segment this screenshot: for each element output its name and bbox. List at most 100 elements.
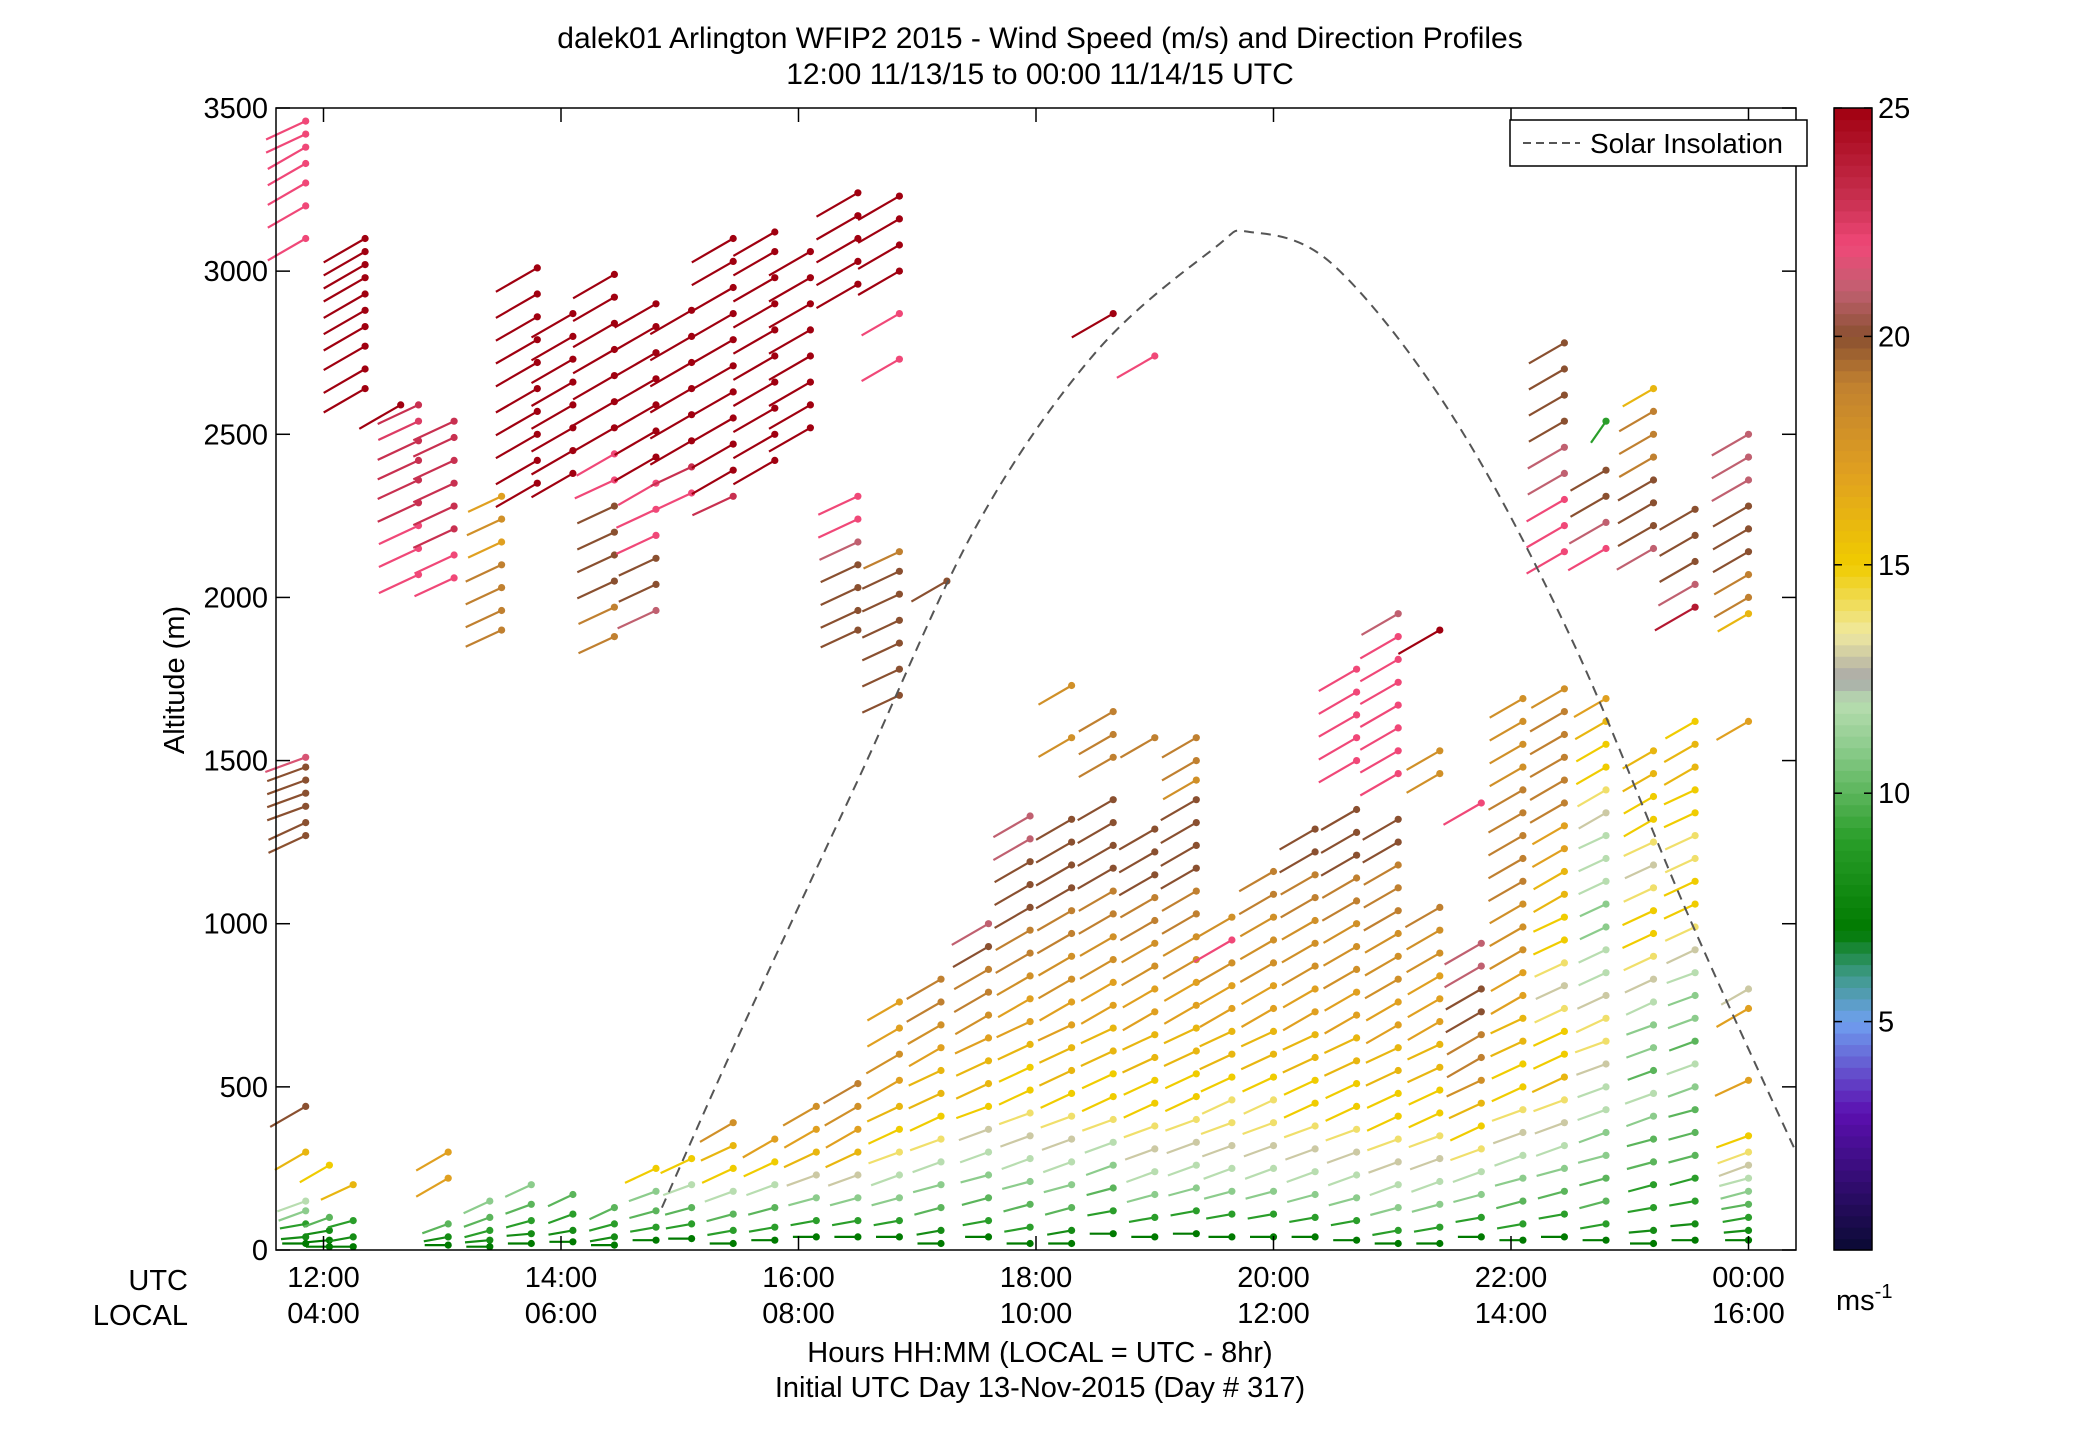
- wind-barb-line: [953, 968, 990, 991]
- wind-barb-dot: [1311, 916, 1319, 925]
- wind-barb-line: [1534, 1121, 1565, 1135]
- wind-barb-dot: [771, 300, 779, 308]
- wind-barb-line: [589, 1235, 615, 1243]
- wind-barb-dot: [1109, 708, 1117, 716]
- wind-barb-line: [1282, 1010, 1316, 1032]
- colorbar-band: [1834, 359, 1872, 372]
- wind-barb-line: [1321, 899, 1358, 922]
- wind-barb-line: [1281, 965, 1316, 987]
- wind-barb-line: [1078, 756, 1114, 779]
- wind-barb-dot: [729, 362, 737, 370]
- wind-barb-line: [1576, 788, 1607, 808]
- colorbar-band: [1834, 701, 1872, 714]
- wind-barb-line: [1165, 1118, 1197, 1132]
- colorbar-band: [1834, 599, 1872, 612]
- wind-barb-dot: [771, 1204, 779, 1212]
- wind-barb-line: [1318, 668, 1358, 693]
- wind-barb-dot: [610, 502, 619, 510]
- wind-barb-dot: [1192, 757, 1200, 765]
- wind-barb-dot: [1519, 1197, 1527, 1205]
- wind-barb-line: [465, 586, 503, 606]
- wind-barb-dot: [937, 1158, 945, 1166]
- wind-barb-line: [1618, 433, 1655, 456]
- wind-barb-dot: [1649, 1158, 1658, 1166]
- wind-barb-line: [1320, 831, 1358, 854]
- colorbar-band: [1834, 644, 1872, 657]
- wind-barb-line: [1489, 743, 1524, 765]
- wind-barb-line: [328, 1235, 354, 1243]
- wind-barb-line: [1668, 1108, 1696, 1118]
- colorbar-band: [1834, 519, 1872, 532]
- wind-barb-dot: [688, 1181, 696, 1189]
- wind-barb-dot: [1269, 1164, 1278, 1172]
- wind-barb-dot: [1192, 1001, 1200, 1009]
- wind-barb-dot: [1519, 1174, 1527, 1182]
- wind-barb-line: [589, 1206, 615, 1221]
- wind-barb-line: [1359, 658, 1399, 683]
- wind-barb-dot: [527, 1239, 535, 1248]
- wind-barb-line: [1490, 1040, 1524, 1058]
- wind-barb-dot: [1477, 1099, 1485, 1107]
- wind-barb-dot: [1436, 1132, 1444, 1140]
- wind-barb-dot: [498, 584, 506, 592]
- wind-barb-line: [1573, 697, 1607, 719]
- wind-barb-line: [732, 433, 776, 460]
- wind-barb-line: [1206, 1213, 1233, 1220]
- wind-barb-dot: [854, 234, 862, 243]
- wind-barb-dot: [1744, 502, 1753, 510]
- colorbar-band: [1834, 507, 1872, 520]
- wind-barb-dot: [361, 342, 369, 350]
- wind-barb-dot: [1436, 949, 1444, 957]
- wind-barb-dot: [1026, 1040, 1034, 1048]
- wind-barb-dot: [1519, 877, 1527, 885]
- wind-barb-dot: [1602, 466, 1610, 474]
- wind-barb-line: [868, 1151, 900, 1165]
- colorbar-band: [1834, 1090, 1872, 1103]
- wind-barb-line: [1623, 795, 1655, 815]
- wind-barb-line: [704, 1190, 734, 1203]
- x-axis-label: Hours HH:MM (LOCAL = UTC - 8hr): [807, 1337, 1272, 1369]
- wind-barb-line: [996, 974, 1031, 997]
- wind-barb-line: [614, 351, 657, 378]
- wind-barb-line: [1041, 1138, 1072, 1151]
- wind-barb-dot: [1026, 812, 1034, 820]
- wind-barb-dot: [361, 306, 369, 314]
- wind-barb-line: [1365, 1023, 1399, 1045]
- wind-barb-dot: [1477, 1008, 1485, 1016]
- wind-barb-line: [857, 270, 900, 296]
- wind-barb-line: [1160, 867, 1197, 890]
- colorbar-band: [1834, 427, 1872, 440]
- wind-barb-dot: [414, 456, 423, 464]
- wind-barb-line: [1318, 736, 1358, 761]
- wind-barb-dot: [498, 561, 506, 569]
- wind-barb-line: [790, 1219, 817, 1227]
- wind-barb-dot: [1026, 949, 1034, 957]
- wind-barb-line: [1528, 368, 1565, 391]
- wind-barb-dot: [610, 293, 619, 301]
- wind-barb-dot: [895, 639, 904, 647]
- wind-barb-line: [819, 541, 859, 561]
- colorbar-band: [1834, 736, 1872, 749]
- wind-barb-line: [1666, 1062, 1696, 1076]
- wind-barb-dot: [771, 404, 779, 412]
- wind-barb-dot: [1151, 1031, 1159, 1039]
- wind-barb-dot: [895, 1148, 904, 1156]
- wind-barb-dot: [1649, 430, 1658, 438]
- wind-barb-line: [1568, 521, 1607, 545]
- wind-barb-line: [1040, 1115, 1072, 1129]
- wind-barb-line: [266, 779, 307, 796]
- wind-barb-dot: [1228, 1096, 1236, 1104]
- wind-barb-dot: [302, 179, 310, 187]
- colorbar-band: [1834, 1112, 1872, 1125]
- wind-barb-dot: [1068, 1112, 1076, 1120]
- wind-barb-dot: [1192, 1230, 1200, 1238]
- wind-barb-line: [421, 1222, 449, 1235]
- wind-barb-line: [1404, 906, 1441, 929]
- wind-barb-dot: [1691, 1128, 1699, 1137]
- wind-barb-line: [1490, 994, 1524, 1015]
- wind-barb-dot: [1192, 1115, 1200, 1124]
- wind-barb-dot: [349, 1233, 357, 1241]
- colorbar-band: [1834, 1067, 1872, 1080]
- wind-barb-dot: [1691, 991, 1699, 1000]
- wind-barb-line: [1626, 1046, 1654, 1059]
